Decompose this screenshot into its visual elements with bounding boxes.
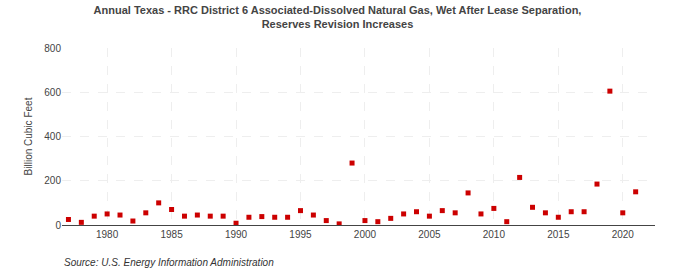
svg-text:2020: 2020 (612, 229, 635, 240)
svg-text:1985: 1985 (160, 229, 183, 240)
svg-text:1990: 1990 (225, 229, 248, 240)
svg-text:600: 600 (44, 87, 61, 98)
svg-text:0: 0 (55, 220, 61, 231)
svg-text:Source: U.S. Energy Informatio: Source: U.S. Energy Information Administ… (64, 257, 274, 268)
svg-text:2015: 2015 (547, 229, 570, 240)
svg-text:2005: 2005 (418, 229, 441, 240)
svg-text:Billion Cubic Feet: Billion Cubic Feet (23, 97, 34, 175)
svg-text:1995: 1995 (289, 229, 312, 240)
svg-text:2000: 2000 (354, 229, 377, 240)
svg-text:1980: 1980 (96, 229, 119, 240)
svg-text:2010: 2010 (483, 229, 506, 240)
svg-text:400: 400 (44, 131, 61, 142)
svg-text:Annual Texas - RRC District 6: Annual Texas - RRC District 6 Associated… (94, 4, 582, 30)
svg-text:800: 800 (44, 43, 61, 54)
svg-text:200: 200 (44, 175, 61, 186)
